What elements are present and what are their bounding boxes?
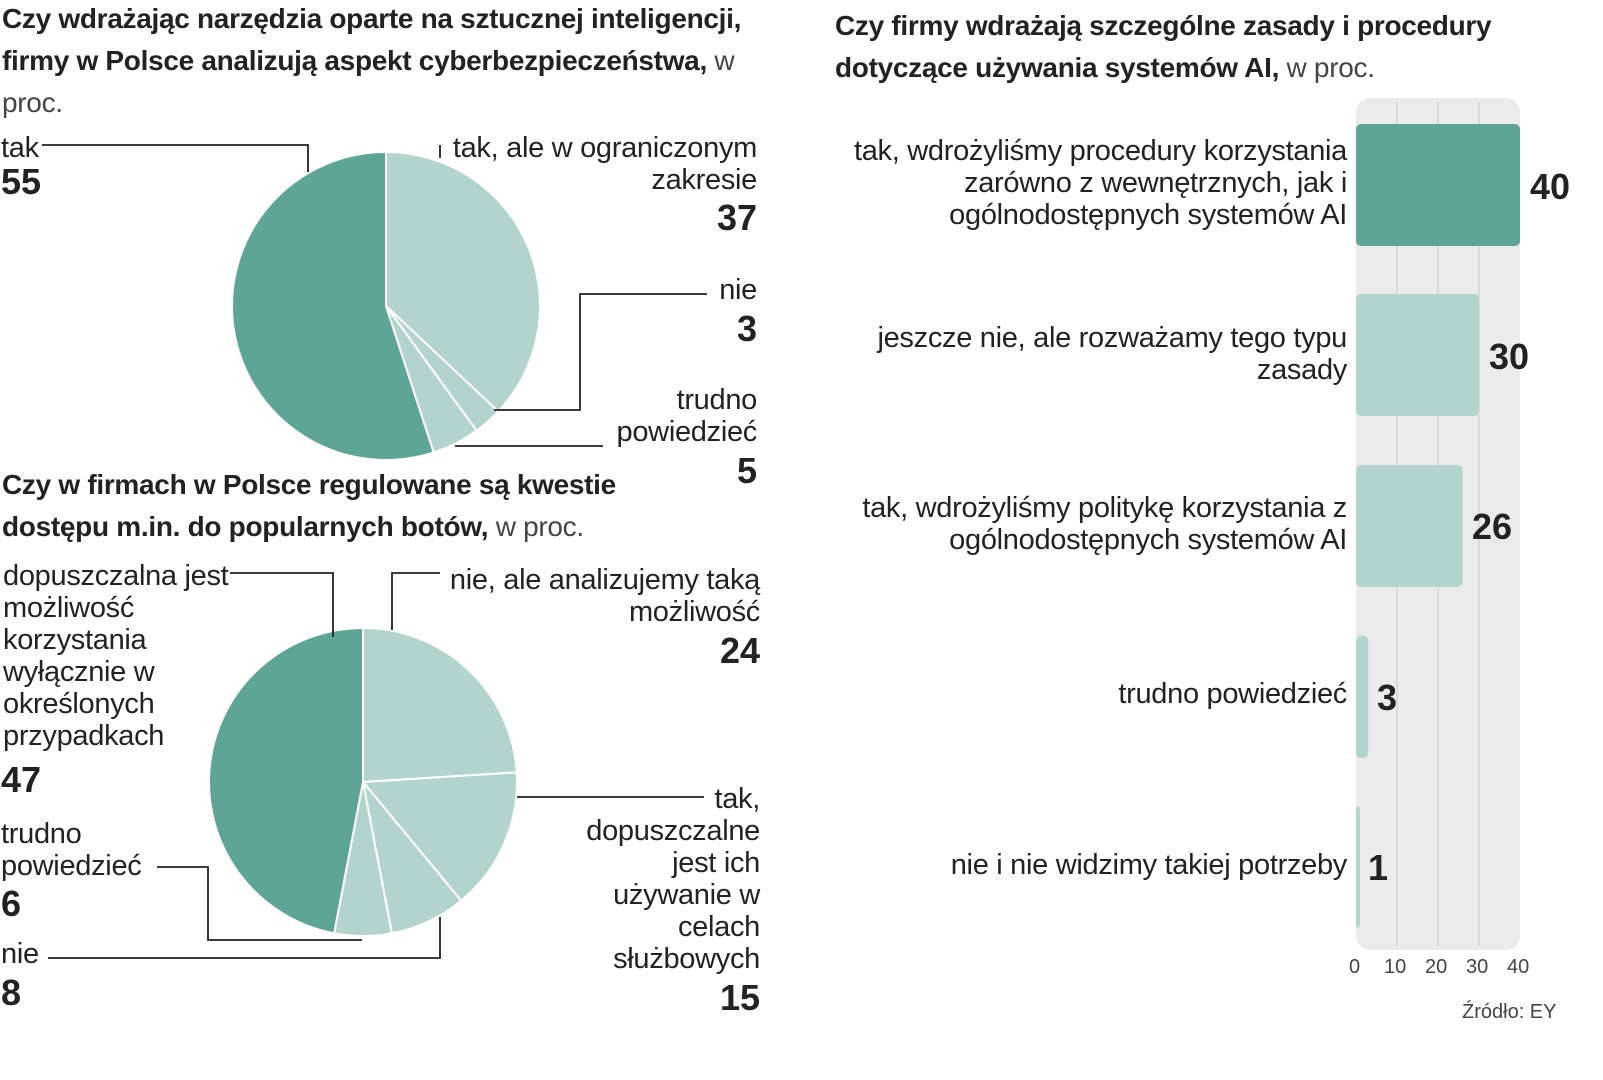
pie2-label-tak: tak, dopuszczalne jest ich używanie w ce… bbox=[586, 783, 760, 975]
pie1-title-text: Czy wdrażając narzędzia oparte na sztucz… bbox=[2, 3, 742, 76]
x-tick-30: 30 bbox=[1466, 956, 1489, 978]
pie2-slice-1 bbox=[362, 626, 518, 784]
pie2-label-nie: nie bbox=[1, 938, 39, 970]
leader-pie1-tak bbox=[42, 144, 309, 172]
pie2-title-text: Czy w firmach w Polsce regulowane są kwe… bbox=[2, 469, 616, 542]
bar-5 bbox=[1356, 806, 1361, 928]
pie2-slices bbox=[208, 626, 518, 937]
bar-title: Czy firmy wdrażają szczególne zasady i p… bbox=[835, 5, 1555, 89]
pie2-value-dop: 47 bbox=[1, 759, 42, 800]
bar-2 bbox=[1356, 294, 1479, 416]
pie1-slice-1 bbox=[385, 150, 541, 413]
x-tick-0: 0 bbox=[1349, 956, 1361, 978]
leader-pie2-dop bbox=[230, 572, 334, 637]
leader-pie1-nie bbox=[494, 293, 707, 411]
leader-pie2-trudno bbox=[157, 866, 362, 941]
bar-value-3: 26 bbox=[1472, 506, 1513, 547]
pie2-value-nie: 8 bbox=[1, 972, 22, 1013]
pie2-value-tak: 15 bbox=[719, 977, 760, 1018]
pie1-value-tak: 55 bbox=[1, 161, 42, 202]
bar-label-1: tak, wdrożyliśmy procedury korzystania z… bbox=[853, 135, 1347, 231]
pie1-slice-4 bbox=[231, 150, 435, 461]
bar-label-3: tak, wdrożyliśmy politykę korzystania z … bbox=[862, 492, 1347, 556]
pie1-title-unit: w proc. bbox=[2, 45, 735, 118]
leader-pie2-anal bbox=[391, 572, 440, 630]
pie1-label-tak: tak bbox=[1, 132, 39, 164]
pie2-title-unit: w proc. bbox=[495, 511, 584, 542]
x-tick-10: 10 bbox=[1384, 956, 1407, 978]
leader-lines bbox=[42, 144, 707, 959]
pie1-value-ogr: 37 bbox=[716, 197, 757, 238]
pie1-value-trudno: 5 bbox=[736, 450, 757, 491]
pie1-label-trudno: trudno powiedzieć bbox=[616, 384, 758, 448]
bar-label-4: trudno powiedzieć bbox=[1118, 678, 1347, 710]
pie1-value-nie: 3 bbox=[736, 308, 757, 349]
bar-title-text: Czy firmy wdrażają szczególne zasady i p… bbox=[835, 10, 1492, 83]
bar-value-5: 1 bbox=[1368, 847, 1389, 888]
pie2-label-anal: nie, ale analizujemy taką możliwość bbox=[449, 564, 760, 628]
x-tick-20: 20 bbox=[1425, 956, 1448, 978]
leader-pie2-nie bbox=[48, 917, 441, 959]
pie1-title: Czy wdrażając narzędzia oparte na sztucz… bbox=[2, 0, 792, 124]
bar-title-unit: w proc. bbox=[1286, 52, 1375, 83]
bar-4 bbox=[1356, 636, 1369, 758]
bar-value-4: 3 bbox=[1377, 677, 1398, 718]
bar-label-5: nie i nie widzimy takiej potrzeby bbox=[950, 849, 1348, 881]
pie1-label-nie: nie bbox=[719, 274, 757, 306]
pie2-slice-5 bbox=[208, 626, 364, 935]
pie1-label-ogr: tak, ale w ograniczonym zakresie bbox=[452, 132, 757, 196]
bar-1 bbox=[1356, 124, 1520, 246]
pie2-slice-2 bbox=[360, 771, 518, 903]
pie2-label-dop: dopuszczalna jest możliwość korzystania … bbox=[3, 560, 229, 752]
source-note: Źródło: EY bbox=[1462, 1001, 1557, 1023]
bar-value-1: 40 bbox=[1530, 166, 1571, 207]
bar-value-2: 30 bbox=[1489, 336, 1530, 377]
pie2-value-trudno: 6 bbox=[1, 883, 22, 924]
pie2-label-trudno: trudno powiedzieć bbox=[1, 818, 142, 882]
bar-plot bbox=[1356, 98, 1520, 950]
bar-label-2: jeszcze nie, ale rozważamy tego typu zas… bbox=[877, 322, 1347, 386]
bar-3 bbox=[1356, 465, 1463, 587]
pie1-slices bbox=[231, 150, 541, 461]
pie2-value-anal: 24 bbox=[719, 630, 760, 671]
pie2-title: Czy w firmach w Polsce regulowane są kwe… bbox=[2, 464, 682, 548]
x-tick-40: 40 bbox=[1507, 956, 1530, 978]
